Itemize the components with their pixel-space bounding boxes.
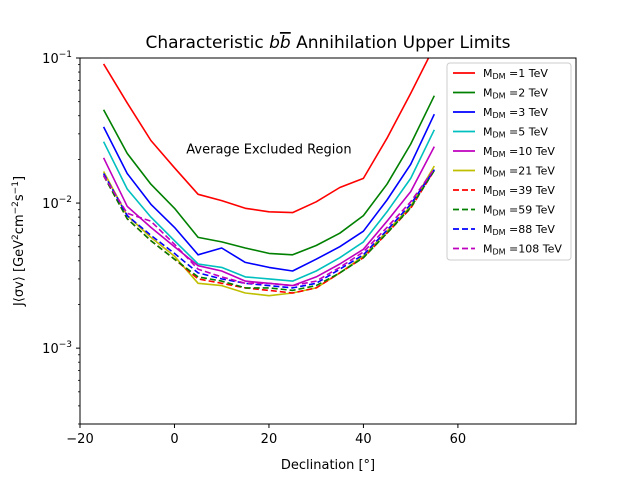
legend-entry-mdm-5: MDM =5 TeV [483,126,548,140]
series-line-mdm-88 [102,169,435,289]
x-tick-label: 20 [261,432,278,447]
series-line-mdm-59 [102,169,435,292]
x-axis-label: Declination [°] [281,458,375,473]
chart-title: Characteristic bb Annihilation Upper Lim… [145,33,510,53]
y-axis-label: J⟨σv⟩ [GeV2cm−2s−1] [11,176,27,307]
legend-entry-mdm-2: MDM =2 TeV [483,87,548,101]
annotation-average-excluded-region: Average Excluded Region [186,142,351,157]
x-tick-label: 0 [170,432,178,447]
y-tick-label: 10−2 [42,195,72,212]
x-tick-label: −20 [66,432,93,447]
series-line-mdm-2 [102,95,436,256]
series-line-mdm-1 [102,58,430,214]
legend-box [446,62,572,261]
series-line-mdm-108 [102,168,435,287]
legend: MDM =1 TeV MDM =2 TeV MDM =3 TeV MDM =5 TeV… [446,62,572,261]
legend-entry-mdm-21: MDM =21 TeV [483,165,555,179]
y-tick-label: 10−1 [42,50,72,67]
x-axis-ticks: −20 0 20 40 60 [66,424,466,447]
legend-entry-mdm-59: MDM =59 TeV [483,204,555,218]
legend-entry-mdm-108: MDM =108 TeV [483,243,562,257]
legend-entry-mdm-39: MDM =39 TeV [483,184,555,198]
legend-entry-mdm-1: MDM =1 TeV [483,67,548,81]
x-tick-label: 60 [450,432,467,447]
series-line-mdm-5 [102,129,436,282]
legend-entry-mdm-10: MDM =10 TeV [483,145,555,159]
x-tick-label: 40 [355,432,372,447]
plot-frame [79,57,577,425]
series-line-mdm-3 [102,113,436,272]
legend-entry-mdm-3: MDM =3 TeV [483,106,548,120]
series-layer [102,58,436,297]
legend-entry-mdm-88: MDM =88 TeV [483,223,555,237]
y-tick-label: 10−3 [42,340,72,357]
